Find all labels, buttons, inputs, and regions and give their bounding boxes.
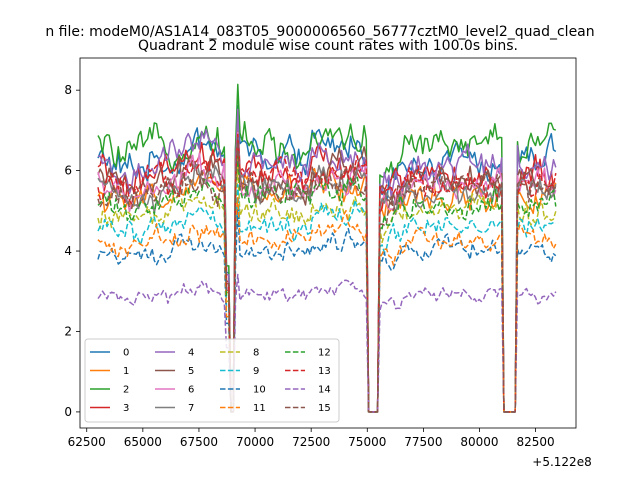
- series-line-15: [97, 136, 557, 413]
- legend-label-6: 6: [188, 385, 194, 396]
- x-axis: 62500 65000 67500 70000 72500 75000 77500 80000…: [68, 428, 555, 449]
- x-tick-label: 62500: [68, 435, 106, 449]
- legend-label-4: 4: [188, 348, 194, 359]
- series-line-4: [97, 108, 557, 413]
- y-tick-label: 2: [64, 324, 72, 338]
- x-tick-label: 65000: [124, 435, 162, 449]
- chart-title: Quadrant 2 module wise count rates with …: [138, 38, 518, 54]
- legend-label-7: 7: [188, 403, 194, 414]
- y-tick-label: 6: [64, 164, 72, 178]
- legend-label-8: 8: [253, 348, 259, 359]
- series-line-8: [97, 166, 557, 413]
- legend-label-0: 0: [123, 348, 129, 359]
- x-tick-label: 80000: [460, 435, 498, 449]
- y-tick-label: 4: [64, 244, 72, 258]
- y-tick-label: 0: [64, 405, 72, 419]
- plot-frame: [79, 57, 577, 429]
- y-axis: 0 2 4 6 8: [64, 83, 80, 419]
- legend-label-15: 15: [318, 403, 331, 414]
- series-lines: [97, 83, 557, 413]
- x-tick-label: 72500: [292, 435, 330, 449]
- series-line-11: [97, 196, 557, 413]
- series-line-9: [97, 183, 557, 413]
- y-tick-label: 8: [64, 83, 72, 97]
- series-line-10: [97, 208, 557, 413]
- series-line-14: [97, 273, 557, 413]
- series-line-7: [97, 139, 557, 413]
- legend-label-13: 13: [318, 366, 331, 377]
- legend-label-10: 10: [253, 385, 266, 396]
- x-tick-label: 70000: [236, 435, 274, 449]
- legend-label-3: 3: [123, 403, 129, 414]
- legend-frame: [84, 338, 340, 423]
- legend-label-2: 2: [123, 385, 129, 396]
- x-tick-label: 82500: [517, 435, 555, 449]
- x-tick-label: 67500: [180, 435, 218, 449]
- legend-label-14: 14: [318, 385, 331, 396]
- x-tick-label: 75000: [348, 435, 386, 449]
- legend-label-12: 12: [318, 348, 331, 359]
- legend-label-11: 11: [253, 403, 266, 414]
- legend-label-5: 5: [188, 366, 194, 377]
- x-tick-label: 77500: [404, 435, 442, 449]
- series-line-2: [97, 83, 557, 413]
- legend-label-1: 1: [123, 366, 129, 377]
- series-line-12: [97, 155, 557, 413]
- legend-label-9: 9: [253, 366, 259, 377]
- chart-suptitle: n file: modeM0/AS1A14_083T05_9000006560_…: [45, 24, 594, 40]
- x-offset-label: +5.122e8: [532, 455, 591, 469]
